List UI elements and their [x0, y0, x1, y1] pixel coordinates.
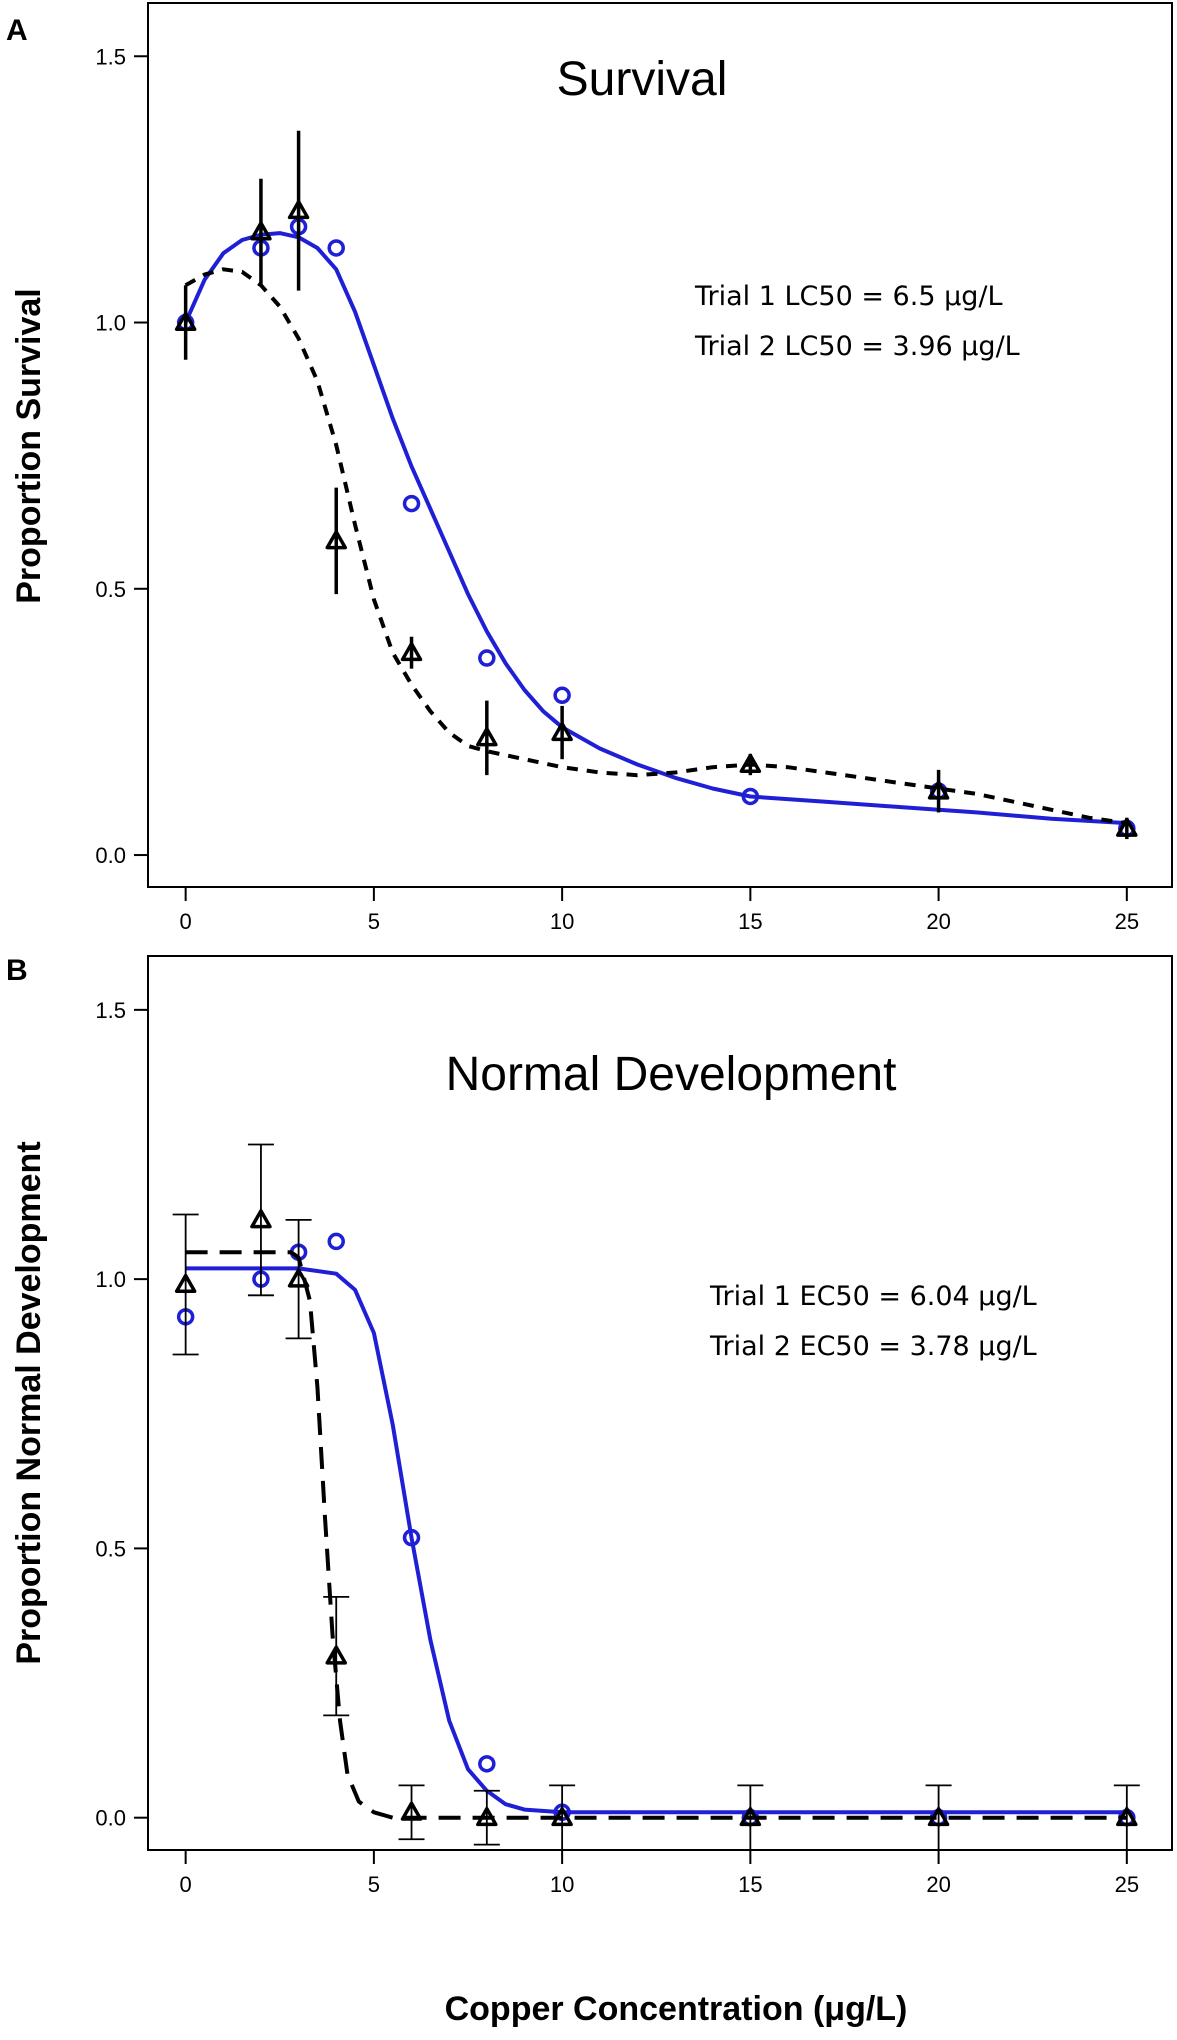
panel-b-trial-1-point [478, 1755, 496, 1773]
panel-b-y-axis-title: Proportion Normal Development [10, 1141, 48, 1664]
panel-b-trial-2-point [400, 1801, 423, 1821]
panel-a-x-tick-label: 25 [1115, 909, 1139, 934]
panel-b-x-tick-label: 0 [180, 1872, 192, 1897]
panel-b-x-tick-label: 15 [738, 1872, 762, 1897]
panel-a-trial-2-point [400, 641, 423, 662]
panel-a-trial-2-point [325, 530, 347, 550]
panel-b-trial-2-point [174, 1273, 197, 1294]
panel-b-axes: 0.0 0.5 1.0 1.5 0 5 10 15 20 25 [95, 998, 1139, 1897]
panel-a-trial-1-point [478, 649, 496, 667]
panel-b-trial-2-point [325, 1645, 347, 1665]
panel-b-trial-1-point [402, 1528, 421, 1547]
panel-a-trial-1-point [327, 239, 345, 257]
panel-a-letter: A [6, 14, 28, 47]
panel-a-y-axis-title: Proportion Survival [10, 288, 48, 604]
panel-b-trial-2-point [739, 1806, 762, 1827]
panel-a-annotation-1: Trial 1 LC50 = 6.5 μg/L [694, 281, 1003, 312]
panel-a-trial-2-point [739, 753, 762, 774]
panel-a-trial-2-point [250, 221, 272, 241]
panel-b-trial-2-point [927, 1806, 950, 1827]
panel-a-annotation-2: Trial 2 LC50 = 3.96 μg/L [694, 331, 1020, 362]
panel-b-y-tick-label: 1.0 [95, 1267, 126, 1292]
panel-a-trial-1-fit-line [183, 231, 1127, 826]
panel-b-plot-frame [147, 955, 1173, 1851]
panel-b-trial-2-point [476, 1806, 498, 1827]
panel-a-x-tick-label: 10 [550, 909, 574, 934]
panel-a-axes: 0.0 0.5 1.0 1.5 0 5 10 15 20 25 [95, 44, 1139, 934]
panel-b-trial-2-point [287, 1268, 310, 1288]
panel-b-trial-1-fit-line [185, 1266, 1127, 1815]
panel-b-trial-2-point [250, 1209, 272, 1229]
panel-a-x-tick-label: 0 [180, 909, 192, 934]
panel-a-y-tick-label: 1.0 [95, 311, 126, 336]
panel-a-trial-2-point [1116, 817, 1138, 837]
panel-a-data [174, 130, 1138, 840]
panel-a-x-tick-label: 20 [926, 909, 950, 934]
panel-a-trial-2-point [476, 727, 498, 747]
panel-a-trial-2-fit-line [184, 267, 1128, 826]
panel-b-trial-2-point [1116, 1806, 1138, 1827]
panel-b-y-tick-label: 0.5 [95, 1536, 126, 1561]
panel-a-y-tick-label: 0.0 [95, 843, 126, 868]
panel-a-trial-1-point [553, 686, 571, 705]
panel-b-annotation-1: Trial 1 EC50 = 6.04 μg/L [709, 1281, 1037, 1312]
panel-a-x-tick-label: 5 [368, 909, 380, 934]
panel-b-data [172, 1143, 1140, 1851]
panel-b-x-tick-label: 5 [368, 1872, 380, 1897]
panel-a-trial-2-point [551, 721, 573, 742]
panel-b-y-tick-label: 0.0 [95, 1806, 126, 1831]
panel-a-x-tick-label: 15 [738, 909, 762, 934]
x-axis-title: Copper Concentration (μg/L) [445, 1990, 908, 2028]
panel-a-y-tick-label: 0.5 [95, 577, 126, 602]
panel-b-x-tick-label: 20 [926, 1872, 950, 1897]
panel-b-trial-2-point [551, 1806, 573, 1827]
panel-b-x-tick-label: 25 [1115, 1872, 1139, 1897]
panel-a-title: Survival [557, 53, 728, 106]
panel-b-trial-1-point [327, 1232, 345, 1251]
panel-b-letter: B [6, 954, 28, 987]
panel-a-trial-1-point [741, 787, 760, 806]
panel-a-trial-1-point [402, 494, 421, 513]
panel-b-x-tick-label: 10 [550, 1872, 574, 1897]
panel-a-trial-2-point [927, 780, 950, 800]
panel-b-annotation-2: Trial 2 EC50 = 3.78 μg/L [709, 1331, 1037, 1362]
panel-a-y-tick-label: 1.5 [95, 44, 126, 69]
panel-a-trial-2-point [174, 311, 197, 332]
panel-b-title: Normal Development [446, 1048, 897, 1101]
panel-a-trial-2-point [287, 199, 310, 220]
panel-a-plot-frame [147, 2, 1173, 888]
panel-b-y-tick-label: 1.5 [95, 998, 126, 1023]
